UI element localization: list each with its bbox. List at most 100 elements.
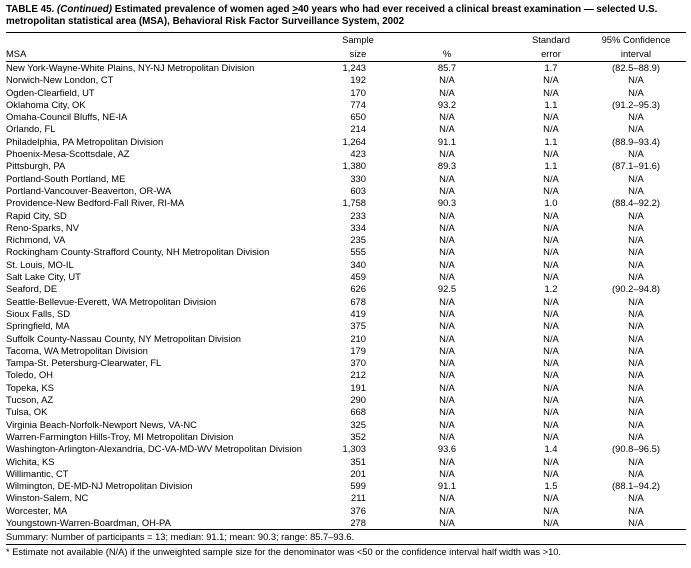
cell-pct: N/A bbox=[439, 148, 455, 160]
cell-n: 201 bbox=[350, 467, 366, 479]
cell-pct: N/A bbox=[439, 381, 455, 393]
cell-n: 212 bbox=[350, 369, 366, 381]
cell-se: N/A bbox=[543, 148, 559, 160]
cell-msa: Worcester, MA bbox=[6, 504, 68, 516]
cell-se: N/A bbox=[543, 271, 559, 283]
cell-pct: N/A bbox=[439, 394, 455, 406]
table-row: Oklahoma City, OK 774 93.2 1.1 (91.2–95.3) bbox=[6, 99, 686, 111]
cell-ci: N/A bbox=[628, 504, 644, 516]
cell-ci: (88.1–94.2) bbox=[612, 480, 660, 492]
cell-se: N/A bbox=[543, 307, 559, 319]
cell-ci: N/A bbox=[628, 357, 644, 369]
cell-msa: Springfield, MA bbox=[6, 320, 70, 332]
cell-se: N/A bbox=[543, 74, 559, 86]
cell-pct: N/A bbox=[439, 258, 455, 270]
table-title-continued: (Continued) bbox=[57, 4, 112, 15]
cell-pct: N/A bbox=[439, 455, 455, 467]
table-row: Springfield, MA 375 N/A N/A N/A bbox=[6, 320, 686, 332]
cell-pct: N/A bbox=[439, 504, 455, 516]
footnote: * Estimate not available (N/A) if the un… bbox=[6, 547, 562, 558]
cell-ci: (87.1–91.6) bbox=[612, 160, 660, 172]
header-ci-line1: 95% Confidence bbox=[601, 34, 671, 45]
prevalence-table: Sample Standard 95% Confidence MSA size … bbox=[6, 32, 686, 530]
cell-ci: N/A bbox=[628, 86, 644, 98]
table-row: Portland-Vancouver-Beaverton, OR-WA 603 N/… bbox=[6, 185, 686, 197]
cell-pct: N/A bbox=[439, 418, 455, 430]
cell-se: N/A bbox=[543, 418, 559, 430]
header-percent: % bbox=[442, 48, 452, 59]
cell-pct: N/A bbox=[439, 184, 455, 196]
cell-pct: 89.3 bbox=[437, 160, 457, 172]
header-sample-line1: Sample bbox=[342, 34, 374, 45]
table-row: Salt Lake City, UT 459 N/A N/A N/A bbox=[6, 271, 686, 283]
table-body: New York-Wayne-White Plains, NY-NJ Metro… bbox=[6, 62, 686, 530]
cell-ci: N/A bbox=[628, 148, 644, 160]
cell-se: N/A bbox=[543, 357, 559, 369]
header-msa-spacer bbox=[6, 33, 338, 48]
cell-se: N/A bbox=[543, 295, 559, 307]
table-row: Providence-New Bedford-Fall River, RI-MA… bbox=[6, 197, 686, 209]
cell-ci: (88.4–92.2) bbox=[612, 197, 660, 209]
cell-msa: Warren-Farmington Hills-Troy, MI Metropo… bbox=[6, 430, 234, 442]
cell-msa: Toledo, OH bbox=[6, 369, 53, 381]
header-sample-line2: size bbox=[349, 48, 367, 59]
cell-se: N/A bbox=[543, 246, 559, 258]
cell-msa: Wichita, KS bbox=[6, 455, 55, 467]
cell-se: 1.7 bbox=[544, 62, 558, 73]
cell-pct: N/A bbox=[439, 332, 455, 344]
cell-se: N/A bbox=[543, 234, 559, 246]
cell-n: 211 bbox=[351, 492, 366, 504]
cell-ci: N/A bbox=[628, 344, 644, 356]
cell-ci: N/A bbox=[628, 295, 644, 307]
cell-se: 1.1 bbox=[544, 135, 558, 147]
cell-n: 774 bbox=[350, 98, 366, 110]
cell-pct: 93.2 bbox=[437, 98, 457, 110]
header-row-1: Sample Standard 95% Confidence bbox=[6, 33, 686, 48]
cell-se: N/A bbox=[543, 504, 559, 516]
cell-pct: N/A bbox=[439, 111, 455, 123]
cell-n: 334 bbox=[350, 221, 366, 233]
cell-n: 278 bbox=[350, 516, 366, 528]
table-row: Norwich-New London, CT 192 N/A N/A N/A bbox=[6, 74, 686, 86]
cell-msa: Phoenix-Mesa-Scottsdale, AZ bbox=[6, 148, 130, 160]
cell-n: 351 bbox=[350, 455, 366, 467]
cell-ci: N/A bbox=[628, 123, 644, 135]
cell-ci: N/A bbox=[628, 184, 644, 196]
cell-pct: N/A bbox=[439, 344, 455, 356]
table-row: Worcester, MA 376 N/A N/A N/A bbox=[6, 505, 686, 517]
cell-msa: Youngstown-Warren-Boardman, OH-PA bbox=[6, 516, 171, 528]
cell-n: 599 bbox=[350, 480, 366, 492]
cell-msa: Salt Lake City, UT bbox=[6, 271, 81, 283]
cell-se: N/A bbox=[543, 492, 559, 504]
cell-se: N/A bbox=[543, 184, 559, 196]
cell-pct: N/A bbox=[439, 74, 455, 86]
cell-se: 1.5 bbox=[544, 480, 558, 492]
cell-pct: N/A bbox=[439, 357, 455, 369]
table-row: Seaford, DE 626 92.5 1.2 (90.2–94.8) bbox=[6, 283, 686, 295]
cell-msa: Omaha-Council Bluffs, NE-IA bbox=[6, 111, 128, 123]
cell-se: N/A bbox=[543, 344, 559, 356]
table-row: Warren-Farmington Hills-Troy, MI Metropo… bbox=[6, 431, 686, 443]
table-row: Ogden-Clearfield, UT 170 N/A N/A N/A bbox=[6, 87, 686, 99]
header-percent-spacer bbox=[378, 33, 516, 48]
greater-equal-symbol: > bbox=[292, 4, 298, 15]
cell-pct: N/A bbox=[439, 221, 455, 233]
cell-se: 1.1 bbox=[544, 98, 558, 110]
cell-n: 650 bbox=[350, 111, 366, 123]
cell-msa: St. Louis, MO-IL bbox=[6, 258, 74, 270]
cell-se: N/A bbox=[543, 258, 559, 270]
cell-msa: Oklahoma City, OK bbox=[6, 98, 86, 110]
table-row: Portland-South Portland, ME 330 N/A N/A N/A bbox=[6, 173, 686, 185]
cell-se: N/A bbox=[543, 455, 559, 467]
cell-pct: N/A bbox=[439, 172, 455, 184]
cell-se: N/A bbox=[543, 467, 559, 479]
cell-se: 1.0 bbox=[544, 197, 558, 209]
cell-se: N/A bbox=[543, 172, 559, 184]
cell-ci: N/A bbox=[628, 394, 644, 406]
cell-msa: Pittsburgh, PA bbox=[6, 160, 66, 172]
table-row: Youngstown-Warren-Boardman, OH-PA 278 N/A N… bbox=[6, 517, 686, 530]
cell-msa: Sioux Falls, SD bbox=[6, 307, 71, 319]
cell-msa: Rockingham County-Strafford County, NH M… bbox=[6, 246, 270, 258]
cell-se: N/A bbox=[543, 332, 559, 344]
